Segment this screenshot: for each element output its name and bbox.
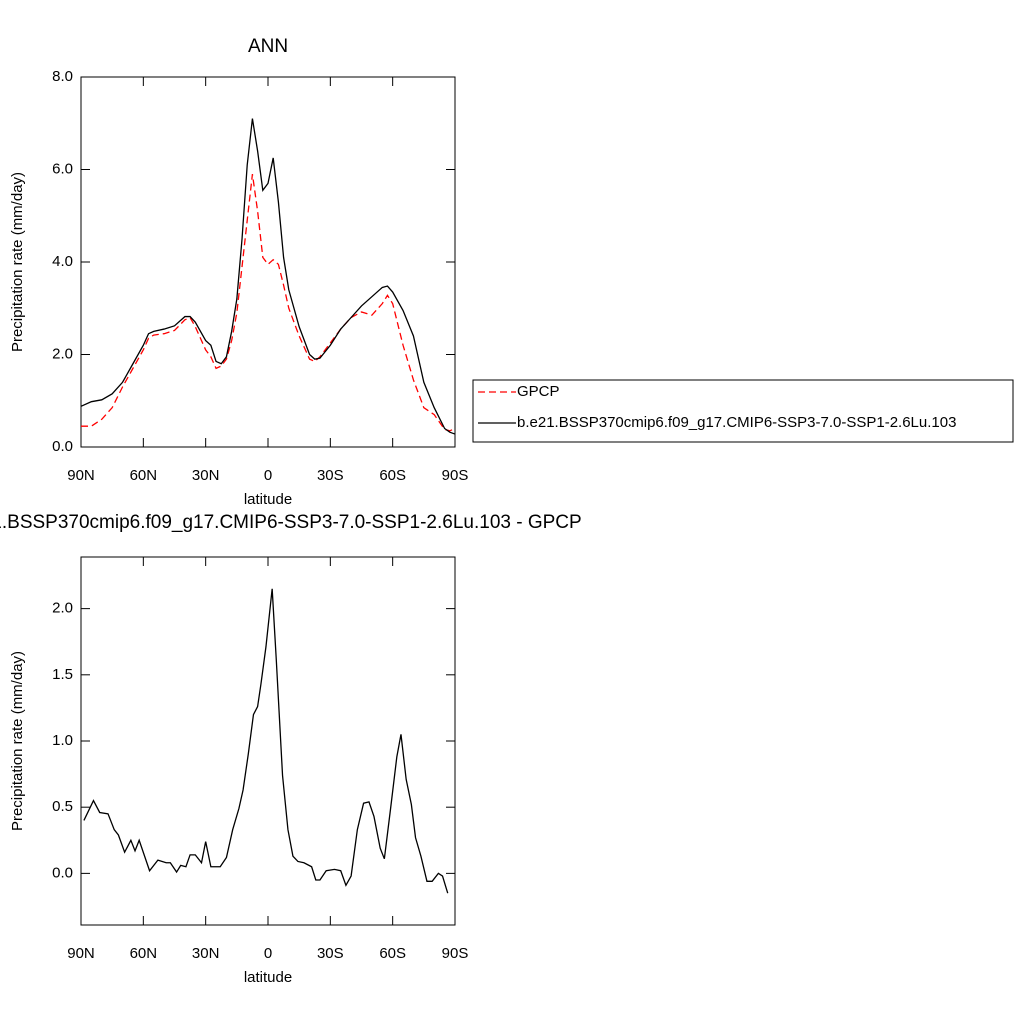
y-tick-label: 2.0 (52, 600, 73, 617)
y-tick-label: 8.0 (52, 68, 73, 85)
chart-title: ANN (248, 36, 288, 57)
legend-label: b.e21.BSSP370cmip6.f09_g17.CMIP6-SSP3-7.… (517, 414, 956, 431)
y-axis-label: Precipitation rate (mm/day) (9, 172, 26, 352)
x-tick-label: 60N (130, 945, 158, 962)
data-line (83, 588, 449, 894)
x-tick-label: 90N (67, 467, 95, 484)
legend-label: GPCP (517, 383, 560, 400)
x-tick-label: 60S (379, 945, 406, 962)
x-tick-label: 0 (264, 945, 272, 962)
y-tick-label: 0.0 (52, 438, 73, 455)
x-tick-label: 90N (67, 945, 95, 962)
y-tick-label: 0.5 (52, 798, 73, 815)
x-tick-label: 90S (442, 467, 469, 484)
x-axis-label: latitude (244, 491, 292, 508)
legend-box (472, 379, 1014, 443)
chart-title: b.e21.BSSP370cmip6.f09_g17.CMIP6-SSP3-7.… (0, 512, 582, 533)
x-tick-label: 30N (192, 467, 220, 484)
x-tick-label: 0 (264, 467, 272, 484)
x-axis-label: latitude (244, 969, 292, 986)
y-tick-label: 2.0 (52, 345, 73, 362)
y-tick-label: 4.0 (52, 253, 73, 270)
y-tick-label: 1.5 (52, 666, 73, 683)
x-tick-label: 30S (317, 467, 344, 484)
plot-frame (80, 556, 456, 926)
y-axis-label: Precipitation rate (mm/day) (9, 651, 26, 831)
x-tick-label: 90S (442, 945, 469, 962)
y-tick-label: 6.0 (52, 160, 73, 177)
plot-frame (80, 76, 456, 448)
x-tick-label: 30N (192, 945, 220, 962)
x-tick-label: 60N (130, 467, 158, 484)
data-line (80, 118, 456, 435)
y-tick-label: 1.0 (52, 732, 73, 749)
data-line (81, 174, 456, 432)
y-tick-label: 0.0 (52, 864, 73, 881)
x-tick-label: 30S (317, 945, 344, 962)
x-tick-label: 60S (379, 467, 406, 484)
